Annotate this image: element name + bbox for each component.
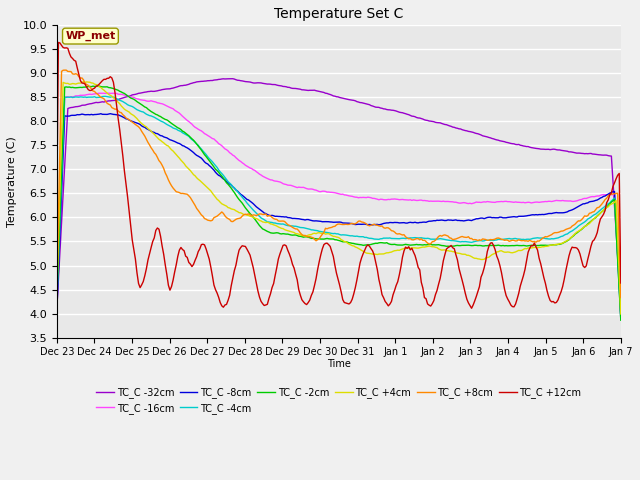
Line: TC_C -32cm: TC_C -32cm [57, 79, 621, 308]
TC_C +8cm [617, 295, 625, 300]
TC_C -4cm [241, 198, 249, 204]
TC_C -32cm [122, 94, 130, 100]
TC_C -8cm [106, 111, 114, 117]
TC_C -8cm [617, 313, 625, 319]
TC_C -4cm [124, 102, 131, 108]
TC_C +12cm [468, 305, 476, 311]
TC_C +12cm [223, 301, 230, 307]
TC_C -32cm [251, 80, 259, 86]
TC_C +12cm [589, 239, 596, 244]
TC_C +4cm [251, 215, 259, 221]
TC_C +12cm [53, 194, 61, 200]
Line: TC_C -16cm: TC_C -16cm [57, 93, 621, 319]
TC_C +8cm [301, 232, 309, 238]
TC_C -4cm [587, 215, 595, 220]
TC_C -32cm [617, 303, 625, 309]
X-axis label: Time: Time [327, 359, 351, 369]
TC_C -16cm [223, 147, 230, 153]
TC_C -32cm [221, 76, 228, 82]
TC_C -8cm [53, 308, 61, 313]
TC_C +4cm [587, 219, 595, 225]
TC_C -2cm [241, 205, 249, 211]
TC_C -16cm [53, 299, 61, 304]
TC_C +12cm [241, 243, 249, 249]
TC_C +4cm [301, 233, 309, 239]
TC_C -4cm [102, 94, 109, 99]
TC_C -8cm [241, 195, 249, 201]
TC_C +4cm [241, 212, 249, 217]
TC_C -32cm [241, 79, 249, 84]
TC_C +8cm [251, 212, 259, 218]
TC_C +8cm [241, 211, 249, 217]
TC_C -32cm [229, 76, 237, 82]
Title: Temperature Set C: Temperature Set C [274, 7, 403, 21]
TC_C -2cm [301, 234, 309, 240]
TC_C -2cm [53, 294, 61, 300]
Line: TC_C -4cm: TC_C -4cm [57, 96, 621, 320]
TC_C +8cm [53, 287, 61, 292]
TC_C -8cm [301, 217, 309, 223]
Line: TC_C -8cm: TC_C -8cm [57, 114, 621, 316]
TC_C +12cm [124, 193, 131, 199]
TC_C -16cm [124, 93, 131, 98]
TC_C +12cm [301, 300, 309, 306]
TC_C -4cm [301, 225, 309, 231]
TC_C +12cm [617, 280, 625, 286]
TC_C -32cm [587, 151, 595, 156]
TC_C +8cm [61, 67, 68, 73]
TC_C +4cm [617, 311, 625, 317]
Y-axis label: Temperature (C): Temperature (C) [7, 136, 17, 227]
TC_C +8cm [223, 215, 230, 220]
TC_C -2cm [95, 83, 103, 89]
Text: WP_met: WP_met [65, 31, 116, 41]
TC_C -4cm [251, 209, 259, 215]
TC_C +4cm [124, 108, 131, 114]
TC_C -32cm [301, 87, 309, 93]
TC_C -16cm [241, 162, 249, 168]
TC_C -2cm [587, 218, 595, 224]
TC_C -16cm [587, 194, 595, 200]
TC_C -16cm [301, 185, 309, 191]
TC_C -16cm [105, 90, 113, 96]
TC_C +8cm [124, 116, 131, 121]
TC_C -16cm [251, 168, 259, 173]
Line: TC_C -2cm: TC_C -2cm [57, 86, 621, 320]
TC_C -8cm [223, 179, 230, 184]
TC_C -2cm [617, 317, 625, 323]
TC_C +12cm [251, 272, 259, 278]
TC_C -8cm [587, 199, 595, 204]
Legend: TC_C -32cm, TC_C -16cm, TC_C -8cm, TC_C -4cm, TC_C -2cm, TC_C +4cm, TC_C +8cm, T: TC_C -32cm, TC_C -16cm, TC_C -8cm, TC_C … [92, 383, 586, 418]
TC_C -2cm [251, 216, 259, 222]
TC_C +4cm [80, 79, 88, 84]
TC_C -4cm [53, 299, 61, 304]
TC_C +8cm [587, 210, 595, 216]
TC_C -32cm [53, 305, 61, 311]
TC_C -2cm [223, 180, 230, 186]
TC_C -4cm [223, 177, 230, 182]
Line: TC_C +8cm: TC_C +8cm [57, 70, 621, 298]
TC_C -2cm [124, 93, 131, 99]
TC_C +12cm [54, 39, 62, 45]
TC_C -16cm [617, 316, 625, 322]
TC_C -8cm [124, 116, 131, 122]
Line: TC_C +4cm: TC_C +4cm [57, 82, 621, 314]
TC_C +4cm [223, 203, 230, 209]
TC_C +4cm [53, 291, 61, 297]
TC_C -4cm [617, 317, 625, 323]
TC_C -8cm [251, 203, 259, 208]
Line: TC_C +12cm: TC_C +12cm [57, 42, 621, 308]
